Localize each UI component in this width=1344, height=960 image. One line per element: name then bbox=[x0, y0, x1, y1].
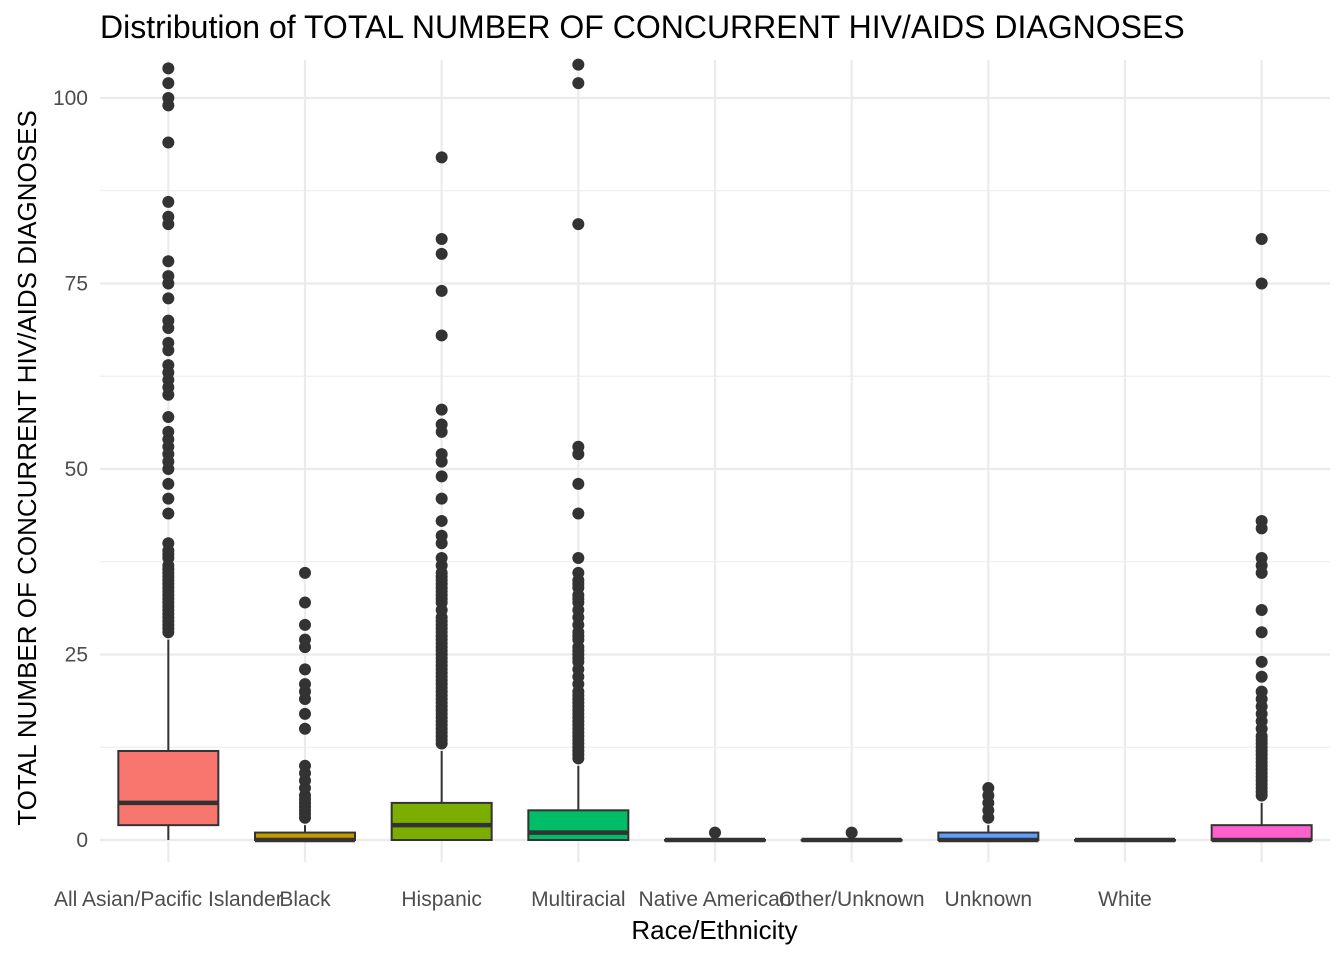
outlier-point bbox=[162, 92, 175, 104]
boxplot-group bbox=[254, 566, 356, 843]
outlier-point bbox=[572, 552, 585, 565]
outlier-point bbox=[299, 618, 311, 631]
x-tick-label: Other/Unknown bbox=[779, 888, 925, 911]
outlier-point bbox=[1255, 603, 1268, 616]
outlier-point bbox=[572, 566, 585, 579]
outlier-point bbox=[572, 477, 585, 490]
outlier-point bbox=[162, 314, 175, 327]
outlier-point bbox=[1255, 626, 1268, 639]
outlier-point bbox=[435, 151, 448, 164]
outlier-point bbox=[1255, 670, 1268, 683]
box bbox=[527, 809, 630, 842]
outlier-point bbox=[982, 782, 995, 795]
outlier-point bbox=[572, 58, 585, 71]
outlier-point bbox=[162, 425, 175, 438]
chart-title: Distribution of TOTAL NUMBER OF CONCURRE… bbox=[100, 9, 1185, 45]
y-tick-label: 100 bbox=[53, 87, 88, 110]
box bbox=[117, 749, 220, 827]
x-tick-label: All Asian/Pacific Islander bbox=[54, 888, 283, 911]
outlier-point bbox=[299, 663, 311, 676]
x-tick-label: Hispanic bbox=[401, 888, 482, 911]
outlier-point bbox=[299, 596, 311, 609]
outlier-point bbox=[162, 507, 175, 520]
y-axis-title: TOTAL NUMBER OF CONCURRENT HIV/AIDS DIAG… bbox=[12, 110, 42, 826]
outlier-point bbox=[162, 492, 175, 505]
x-tick-label: Multiracial bbox=[531, 888, 626, 911]
boxplot-group bbox=[1210, 232, 1313, 843]
y-axis-ticks: 0 25 50 75 100 bbox=[53, 87, 88, 852]
outlier-point bbox=[435, 514, 448, 527]
outlier-point bbox=[435, 418, 448, 431]
outlier-point bbox=[299, 633, 311, 646]
outlier-point bbox=[299, 707, 311, 720]
outlier-point bbox=[162, 195, 175, 208]
outlier-point bbox=[572, 507, 585, 520]
outlier-point bbox=[1255, 277, 1268, 290]
outlier-point bbox=[299, 722, 311, 735]
boxplot-marks bbox=[117, 58, 1313, 843]
outlier-point bbox=[1255, 514, 1268, 527]
outlier-point bbox=[162, 477, 175, 490]
outlier-point bbox=[435, 284, 448, 297]
box bbox=[390, 801, 493, 842]
outlier-point bbox=[162, 359, 175, 372]
outlier-point bbox=[162, 270, 175, 283]
outlier-point bbox=[435, 492, 448, 505]
boxplot-group bbox=[117, 62, 220, 840]
y-tick-label: 25 bbox=[65, 644, 88, 667]
boxplot-group bbox=[937, 782, 1040, 843]
outlier-point bbox=[435, 247, 448, 260]
outlier-point bbox=[572, 77, 585, 90]
y-tick-label: 50 bbox=[65, 458, 88, 481]
outlier-point bbox=[845, 826, 858, 839]
y-tick-label: 0 bbox=[76, 829, 88, 852]
outlier-point bbox=[162, 77, 175, 90]
outlier-point bbox=[709, 826, 721, 839]
boxplot-group bbox=[800, 826, 903, 843]
x-tick-label: Black bbox=[279, 888, 331, 911]
outlier-point bbox=[299, 759, 311, 772]
outlier-point bbox=[435, 552, 448, 565]
outlier-point bbox=[162, 210, 175, 223]
boxplot-group bbox=[1074, 837, 1176, 843]
outlier-point bbox=[1255, 655, 1268, 668]
x-axis-title: Race/Ethnicity bbox=[631, 915, 797, 945]
outlier-point bbox=[162, 411, 175, 424]
x-tick-label: Unknown bbox=[945, 888, 1033, 911]
outlier-point bbox=[162, 292, 175, 305]
outlier-point bbox=[1255, 552, 1268, 565]
outlier-point bbox=[162, 255, 175, 268]
outlier-point bbox=[299, 678, 311, 691]
outlier-point bbox=[1255, 232, 1268, 245]
outlier-point bbox=[435, 329, 448, 342]
outlier-point bbox=[162, 537, 175, 550]
outlier-point bbox=[572, 440, 585, 453]
x-tick-label: White bbox=[1098, 888, 1152, 911]
outlier-point bbox=[162, 336, 175, 349]
grid-lines bbox=[100, 60, 1330, 862]
outlier-point bbox=[435, 529, 448, 542]
outlier-point bbox=[435, 232, 448, 245]
outlier-point bbox=[435, 448, 448, 461]
boxplot-group bbox=[390, 151, 493, 842]
outlier-point bbox=[162, 136, 175, 149]
outlier-point bbox=[435, 403, 448, 416]
outlier-point bbox=[572, 218, 585, 231]
outlier-point bbox=[435, 470, 448, 483]
outlier-point bbox=[162, 62, 175, 75]
y-tick-label: 75 bbox=[65, 273, 88, 296]
x-tick-label: Native American bbox=[639, 888, 792, 911]
boxplot-group bbox=[527, 58, 630, 842]
outlier-point bbox=[299, 566, 311, 579]
outlier-point bbox=[1255, 685, 1268, 698]
boxplot-group bbox=[664, 826, 766, 843]
